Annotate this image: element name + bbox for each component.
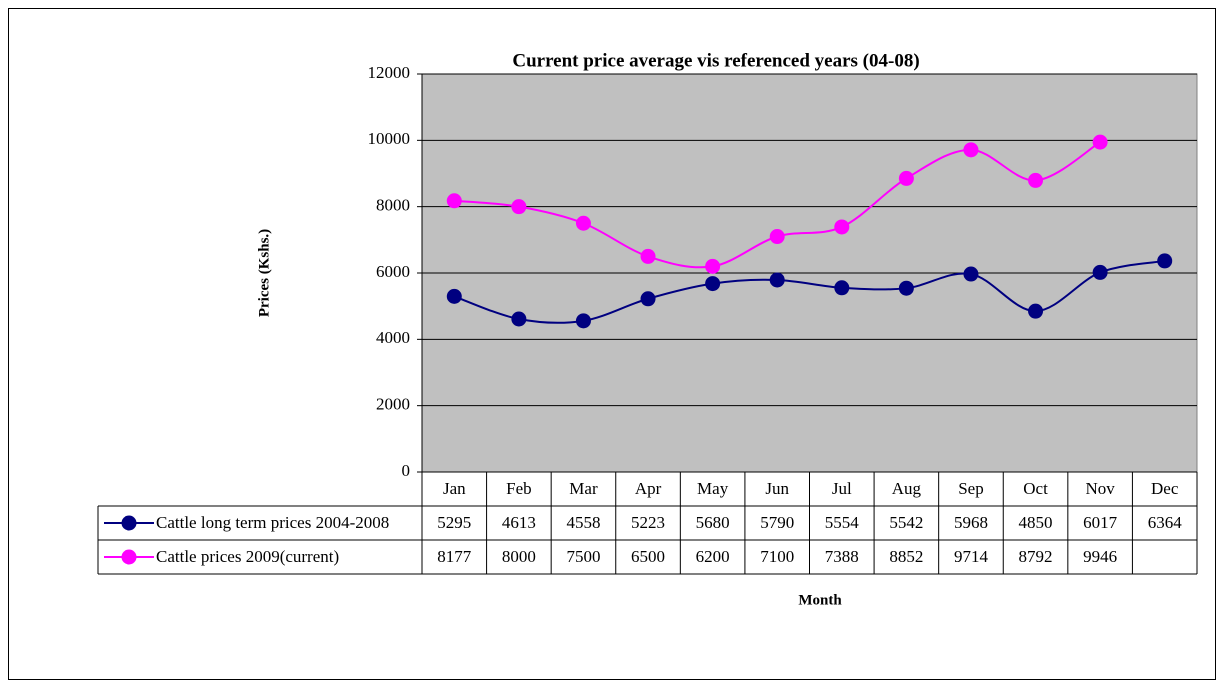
y-tick-label: 6000	[376, 262, 410, 281]
y-tick-label: 2000	[376, 395, 410, 414]
table-value: 5295	[437, 513, 471, 532]
data-point	[963, 266, 979, 282]
table-value: 6200	[696, 547, 730, 566]
legend-label: Cattle prices 2009(current)	[156, 547, 339, 566]
y-tick-label: 12000	[368, 63, 411, 82]
data-point	[898, 280, 914, 296]
data-point	[898, 170, 914, 186]
y-tick-label: 0	[402, 461, 411, 480]
y-tick-label: 4000	[376, 328, 410, 347]
data-point	[640, 291, 656, 307]
y-tick-label: 8000	[376, 196, 410, 215]
data-point	[1028, 303, 1044, 319]
data-point	[446, 193, 462, 209]
data-point	[963, 142, 979, 158]
table-value: 9714	[954, 547, 989, 566]
table-value: 7100	[760, 547, 794, 566]
chart-title: Current price average vis referenced yea…	[512, 50, 919, 71]
x-tick-label: Mar	[569, 479, 598, 498]
table-value: 7500	[566, 547, 600, 566]
data-point	[511, 311, 527, 327]
data-point	[769, 272, 785, 288]
x-tick-label: Oct	[1023, 479, 1048, 498]
table-value: 6017	[1083, 513, 1118, 532]
data-point	[705, 258, 721, 274]
table-value: 8792	[1019, 547, 1053, 566]
data-point	[769, 229, 785, 245]
table-value: 5680	[696, 513, 730, 532]
table-value: 8000	[502, 547, 536, 566]
x-tick-label: Feb	[506, 479, 532, 498]
table-value: 6500	[631, 547, 665, 566]
table-value: 8852	[889, 547, 923, 566]
data-point	[834, 219, 850, 235]
data-point	[511, 199, 527, 215]
table-value: 5968	[954, 513, 988, 532]
data-point	[446, 288, 462, 304]
x-tick-label: Jun	[765, 479, 789, 498]
data-point	[575, 313, 591, 329]
x-tick-label: May	[697, 479, 729, 498]
table-value: 4850	[1019, 513, 1053, 532]
data-point	[1092, 264, 1108, 280]
table-value: 5223	[631, 513, 665, 532]
data-point	[1092, 134, 1108, 150]
x-tick-label: Jan	[443, 479, 466, 498]
table-value: 4558	[566, 513, 600, 532]
x-axis-label: Month	[798, 592, 842, 608]
legend-label: Cattle long term prices 2004-2008	[156, 513, 389, 532]
table-value: 4613	[502, 513, 536, 532]
table-value: 5790	[760, 513, 794, 532]
x-tick-label: Dec	[1151, 479, 1179, 498]
y-axis-label: Prices (Kshs.)	[256, 229, 272, 317]
x-tick-label: Apr	[635, 479, 662, 498]
x-tick-label: Jul	[832, 479, 852, 498]
table-value: 5554	[825, 513, 860, 532]
x-tick-label: Sep	[958, 479, 984, 498]
y-tick-label: 10000	[368, 129, 411, 148]
legend-marker	[121, 515, 137, 531]
data-point	[834, 280, 850, 296]
table-value: 9946	[1083, 547, 1117, 566]
x-tick-label: Aug	[892, 479, 922, 498]
data-point	[575, 215, 591, 231]
x-tick-label: Nov	[1085, 479, 1115, 498]
legend-marker	[121, 549, 137, 565]
table-value: 8177	[437, 547, 472, 566]
table-value: 5542	[889, 513, 923, 532]
data-point	[640, 248, 656, 264]
table-value: 7388	[825, 547, 859, 566]
data-point	[1157, 253, 1173, 269]
data-point	[1028, 172, 1044, 188]
data-point	[705, 276, 721, 292]
table-value: 6364	[1148, 513, 1183, 532]
